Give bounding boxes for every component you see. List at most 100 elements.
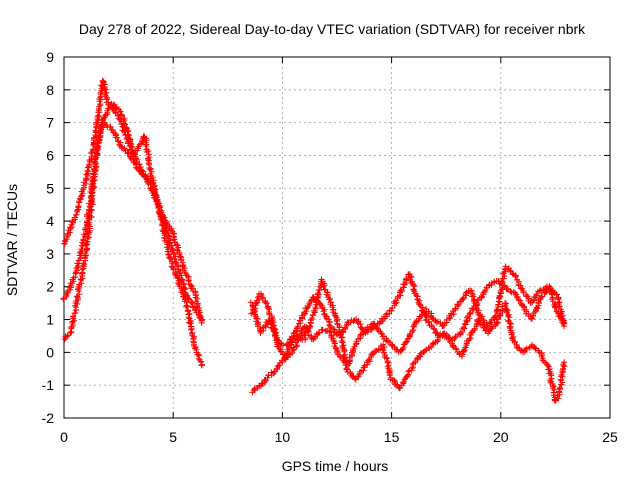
data-point [316, 329, 323, 336]
data-point [295, 333, 302, 340]
data-point [404, 338, 411, 345]
y-tick-label: 6 [46, 147, 54, 163]
data-point [367, 324, 374, 331]
y-tick-label: 4 [46, 213, 54, 229]
data-point [107, 104, 114, 111]
data-point [420, 349, 427, 356]
x-tick-label: 25 [602, 429, 618, 445]
data-point [417, 353, 424, 360]
data-point [534, 305, 541, 312]
data-point [560, 319, 567, 325]
data-point [462, 321, 469, 328]
data-point [309, 315, 316, 322]
data-point [92, 168, 99, 174]
data-point [301, 332, 308, 339]
data-point [169, 264, 176, 270]
data-point [180, 293, 187, 300]
data-point [96, 132, 103, 139]
y-tick-label: -2 [42, 410, 55, 426]
x-tick-label: 0 [60, 429, 68, 445]
data-point [157, 216, 164, 223]
data-point [506, 314, 513, 321]
data-point [269, 321, 276, 328]
data-point [153, 192, 160, 199]
data-point [71, 214, 78, 221]
data-point [167, 254, 174, 261]
data-point [557, 314, 564, 321]
data-point [121, 120, 128, 127]
data-point [315, 290, 321, 297]
x-tick-label: 20 [493, 429, 509, 445]
data-point [552, 396, 559, 403]
data-point [73, 211, 80, 218]
y-tick-label: 8 [46, 82, 54, 98]
data-point [556, 384, 563, 391]
data-point [512, 273, 519, 280]
data-point [133, 164, 140, 171]
data-point [297, 336, 304, 343]
data-point [262, 299, 269, 306]
axes [63, 56, 611, 419]
data-point [455, 301, 462, 308]
data-point [175, 280, 182, 286]
tick-labels: 0 5 10 15 20 25 -2 -1 0 1 2 3 4 5 6 7 8 9 [42, 49, 618, 445]
plot-frame [63, 56, 611, 419]
data-point [400, 284, 407, 291]
data-point [263, 300, 270, 307]
data-point [408, 274, 415, 281]
data-point [64, 333, 71, 340]
data-point [258, 380, 265, 387]
x-tick-label: 10 [275, 429, 291, 445]
data-point [551, 304, 558, 310]
data-point [293, 343, 300, 350]
data-point [475, 316, 482, 323]
data-point [410, 287, 417, 293]
data-point [197, 315, 204, 322]
data-point [187, 320, 194, 327]
data-point [327, 328, 334, 335]
x-tick-label: 15 [384, 429, 400, 445]
data-point [559, 366, 566, 373]
data-point [254, 315, 261, 322]
data-point [102, 86, 109, 93]
data-point [466, 310, 473, 317]
data-point [391, 377, 397, 384]
data-point [413, 292, 420, 299]
data-point [125, 132, 132, 139]
data-point [197, 358, 204, 365]
data-point [373, 324, 380, 331]
data-point [188, 299, 195, 306]
data-point [505, 311, 512, 318]
data-point [159, 227, 166, 234]
data-point [303, 308, 310, 315]
data-point [185, 314, 192, 321]
data-point [295, 320, 302, 327]
data-point [88, 149, 95, 156]
data-point [94, 113, 101, 120]
data-point [450, 311, 457, 318]
y-tick-label: 3 [46, 246, 54, 262]
data-point [81, 261, 88, 268]
data-point [192, 344, 199, 351]
data-point [552, 304, 559, 311]
y-tick-label: 2 [46, 279, 54, 295]
data-point [546, 377, 553, 384]
data-point [523, 345, 530, 352]
data-point [460, 324, 467, 331]
data-point [294, 323, 301, 330]
data-point [136, 141, 143, 148]
data-point [147, 165, 154, 172]
data-point [561, 319, 568, 326]
data-point [326, 295, 333, 302]
y-tick-label: 7 [46, 115, 54, 131]
data-point [555, 395, 562, 402]
data-point [431, 326, 438, 333]
y-tick-label: 9 [46, 49, 54, 65]
data-point [452, 334, 459, 341]
data-point [185, 278, 192, 284]
data-point [474, 302, 481, 309]
y-tick-label: 0 [46, 344, 54, 360]
chart-title: Day 278 of 2022, Sidereal Day-to-day VTE… [79, 21, 586, 37]
data-point [400, 344, 407, 351]
